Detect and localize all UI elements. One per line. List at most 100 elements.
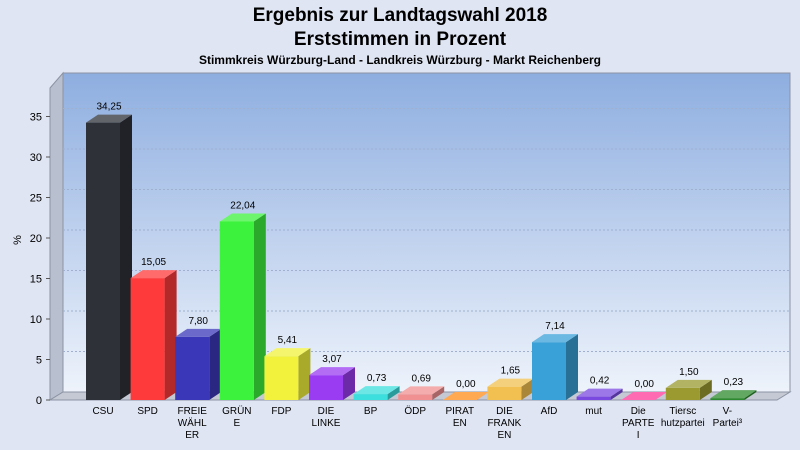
bar-side bbox=[699, 379, 712, 400]
bar-side bbox=[120, 114, 132, 400]
x-tick-label: mut bbox=[585, 406, 602, 417]
bar-1: 34,25 bbox=[86, 102, 132, 400]
bar-front bbox=[710, 398, 745, 400]
bar-value-label: 0,00 bbox=[634, 379, 654, 390]
bar-front bbox=[487, 386, 522, 400]
bar-3: 7,80 bbox=[175, 316, 222, 400]
bar-value-label: 15,05 bbox=[141, 257, 166, 268]
bar-front bbox=[532, 342, 566, 400]
bar-front bbox=[264, 356, 299, 400]
bar-front bbox=[309, 375, 343, 400]
x-tick-label: CSU bbox=[92, 406, 113, 417]
y-axis: 0 5 10 15 20 25 30 35 bbox=[30, 112, 50, 407]
bar-7: 0,73 bbox=[353, 373, 400, 400]
bar-top bbox=[353, 386, 400, 395]
bar-front bbox=[353, 394, 388, 400]
bar-top bbox=[130, 270, 177, 279]
x-tick-label: DIE bbox=[318, 406, 335, 417]
bar-value-label: 0,23 bbox=[724, 377, 744, 388]
bar-top bbox=[665, 379, 712, 388]
x-tick-label: WÄHL bbox=[178, 417, 207, 429]
bar-top bbox=[487, 378, 534, 387]
chart-subtitle: Stimmkreis Würzburg-Land - Landkreis Wür… bbox=[199, 53, 601, 67]
x-tick-label: I bbox=[637, 430, 640, 441]
bar-front bbox=[576, 396, 611, 400]
bar-value-label: 3,07 bbox=[322, 354, 342, 365]
bar-top bbox=[398, 386, 445, 395]
bar-15: 0,23 bbox=[710, 377, 757, 400]
x-tick-label: LINKE bbox=[312, 418, 341, 429]
bar-9: 0,00 bbox=[442, 379, 489, 400]
bar-side bbox=[744, 390, 757, 400]
bar-6: 3,07 bbox=[309, 354, 355, 400]
x-tick-label: BP bbox=[364, 406, 378, 417]
bar-5: 5,41 bbox=[264, 335, 311, 400]
y-tick-label: 10 bbox=[30, 314, 42, 326]
bar-2: 15,05 bbox=[130, 257, 177, 400]
bar-14: 1,50 bbox=[665, 367, 712, 400]
bar-side bbox=[164, 270, 177, 400]
bar-top bbox=[219, 213, 266, 222]
bar-top bbox=[86, 114, 132, 123]
x-tick-label: hutzpartei bbox=[661, 418, 705, 429]
x-tick-label: EN bbox=[497, 430, 511, 441]
bar-top bbox=[442, 392, 489, 400]
bar-side bbox=[343, 367, 355, 400]
bar-front bbox=[175, 336, 210, 400]
bar-value-label: 1,50 bbox=[679, 367, 699, 378]
x-tick-label: Die bbox=[631, 406, 646, 417]
bar-side bbox=[387, 386, 400, 400]
left-wall bbox=[49, 71, 64, 401]
bar-8: 0,69 bbox=[398, 373, 445, 400]
x-tick-label: ÖDP bbox=[404, 405, 426, 417]
bar-value-label: 34,25 bbox=[96, 102, 121, 113]
y-tick-label: 35 bbox=[30, 112, 42, 124]
chart-title: Ergebnis zur Landtagswahl 2018 bbox=[253, 5, 548, 26]
x-tick-label: AfD bbox=[541, 406, 558, 417]
bar-side bbox=[566, 334, 578, 400]
bar-side bbox=[432, 386, 445, 400]
y-tick-label: 20 bbox=[30, 233, 42, 245]
bars: 34,25 15,05 7,80 22,04 5,41 3,07 0,73 0,69 0,00 1… bbox=[86, 102, 757, 400]
x-tick-label: EN bbox=[453, 418, 467, 429]
x-tick-label: ER bbox=[185, 430, 199, 441]
x-tick-label: Tiersc bbox=[669, 406, 696, 417]
bar-12: 0,42 bbox=[576, 376, 623, 400]
x-tick-label: V- bbox=[723, 406, 732, 417]
bar-side bbox=[610, 388, 623, 400]
y-axis-label: % bbox=[12, 235, 24, 245]
x-tick-label: FREIE bbox=[177, 406, 207, 417]
bar-11: 7,14 bbox=[532, 321, 578, 400]
bar-top bbox=[576, 388, 623, 397]
bar-value-label: 0,73 bbox=[367, 373, 387, 384]
bar-value-label: 0,00 bbox=[456, 379, 476, 390]
x-tick-label: E bbox=[233, 418, 240, 429]
bar-front bbox=[86, 122, 120, 400]
bar-top bbox=[264, 348, 311, 357]
x-tick-label: PARTE bbox=[622, 418, 655, 429]
x-tick-label: DIE bbox=[496, 406, 513, 417]
y-tick-label: 30 bbox=[30, 152, 42, 164]
bar-top bbox=[532, 334, 578, 343]
bar-front bbox=[130, 278, 165, 400]
bar-value-label: 1,65 bbox=[501, 366, 521, 377]
chart-title-2: Erststimmen in Prozent bbox=[294, 29, 507, 50]
x-tick-label: FDP bbox=[271, 406, 291, 417]
bar-4: 22,04 bbox=[219, 200, 266, 400]
bar-side bbox=[253, 213, 266, 400]
bar-front bbox=[219, 221, 254, 400]
bar-value-label: 22,04 bbox=[230, 200, 255, 211]
y-tick-label: 15 bbox=[30, 274, 42, 286]
bar-side bbox=[209, 328, 222, 400]
bar-top bbox=[309, 367, 355, 376]
bar-front bbox=[398, 394, 433, 400]
y-tick-label: 25 bbox=[30, 193, 42, 205]
x-tick-label: PIRAT bbox=[445, 406, 474, 417]
bar-top bbox=[621, 392, 668, 400]
bar-top bbox=[175, 328, 222, 337]
bar-value-label: 5,41 bbox=[278, 335, 298, 346]
y-tick-label: 5 bbox=[36, 355, 42, 367]
bar-front bbox=[665, 387, 700, 400]
bar-value-label: 7,14 bbox=[545, 321, 565, 332]
